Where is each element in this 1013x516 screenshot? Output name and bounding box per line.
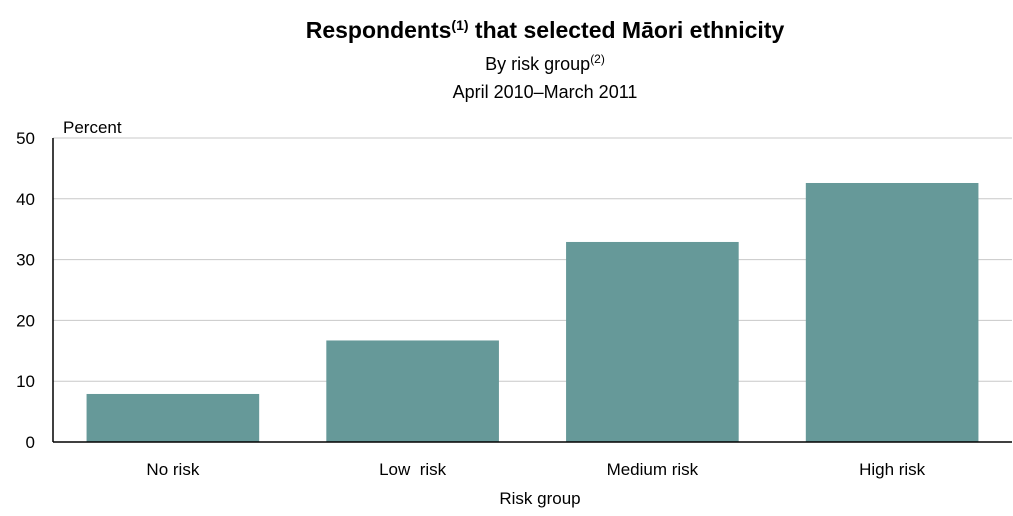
tick-labels: 0 10 20 30 40 50 No risk Low risk Medium risk Hig… — [16, 129, 926, 479]
y-tick-label: 30 — [16, 251, 35, 270]
x-tick-label: No risk — [146, 460, 199, 479]
x-tick-label: Medium risk — [607, 460, 699, 479]
x-tick-label: Low risk — [379, 460, 447, 479]
x-tick-label: High risk — [859, 460, 926, 479]
axes — [52, 138, 1012, 443]
bar — [566, 241, 739, 442]
bar — [326, 340, 499, 442]
chart-subtitle: By risk group(2) — [485, 52, 605, 74]
y-tick-label: 0 — [26, 433, 35, 452]
chart-period: April 2010–March 2011 — [453, 82, 638, 102]
chart-title: Respondents(1) that selected Māori ethni… — [306, 17, 785, 43]
bar — [86, 393, 260, 442]
y-axis-label: Percent — [63, 118, 122, 137]
y-tick-label: 10 — [16, 372, 35, 391]
x-axis-label: Risk group — [499, 489, 580, 508]
y-tick-label: 50 — [16, 129, 35, 148]
y-tick-label: 40 — [16, 190, 35, 209]
bar — [805, 182, 979, 442]
bars — [86, 182, 979, 442]
y-tick-label: 20 — [16, 311, 35, 330]
